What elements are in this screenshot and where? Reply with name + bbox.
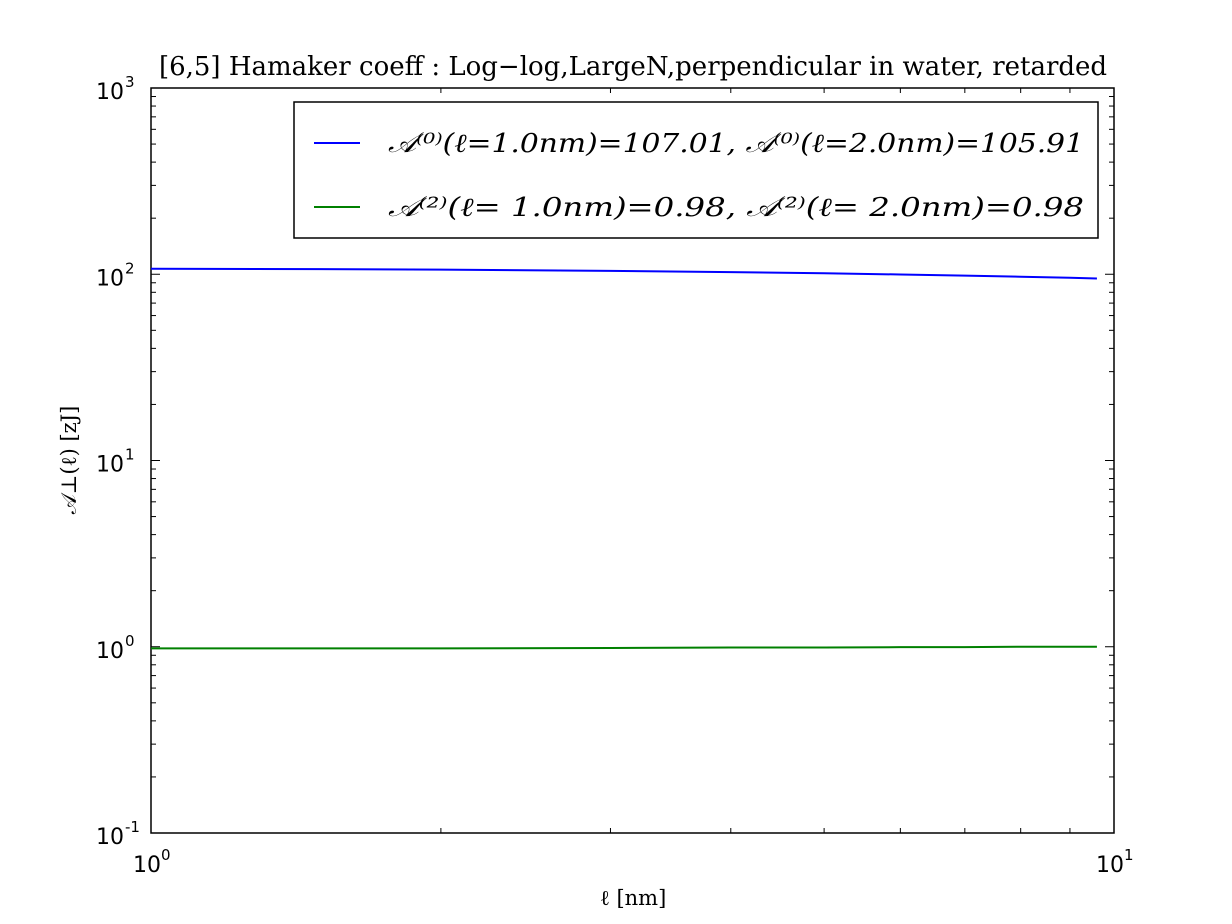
y-tick-label-exp: 1	[125, 446, 135, 464]
legend-label-1: 𝒜⁽²⁾(ℓ= 1.0nm)=0.98, 𝒜⁽²⁾(ℓ= 2.0nm)=0.98	[388, 193, 1084, 223]
y-tick-label: 10 3	[96, 73, 135, 105]
y-tick-label: 10 0	[96, 632, 135, 664]
y-axis-label: 𝒜⊥(ℓ) [zJ]	[57, 406, 81, 515]
y-tick-label-exp: 0	[125, 632, 135, 650]
y-tick-label-exp: -1	[125, 818, 140, 836]
legend-label-0: 𝒜⁽⁰⁾(ℓ=1.0nm)=107.01, 𝒜⁽⁰⁾(ℓ=2.0nm)=105.…	[388, 129, 1084, 159]
series-line-1	[151, 645, 1097, 650]
x-tick-label-exp: 1	[1124, 846, 1134, 864]
y-tick-label-base: 10	[96, 639, 124, 664]
x-tick-label: 10 1	[1096, 846, 1134, 878]
x-axis-label: ℓ [nm]	[600, 886, 667, 910]
series-layer	[150, 267, 1097, 650]
x-tick-label-base: 10	[133, 853, 161, 878]
legend-box	[293, 101, 1099, 239]
x-tick-label-exp: 0	[161, 846, 171, 864]
series-line-0	[150, 267, 1097, 280]
y-tick-label-exp: 3	[125, 73, 135, 91]
y-tick-label-base: 10	[96, 266, 124, 291]
chart-title: [6,5] Hamaker coeff : Log−log,LargeN,per…	[159, 52, 1107, 82]
y-tick-label: 10 2	[96, 259, 135, 291]
y-tick-label-base: 10	[96, 453, 124, 478]
y-tick-label-exp: 2	[125, 259, 135, 277]
y-tick-label: 10 1	[96, 446, 135, 478]
legend: 𝒜⁽⁰⁾(ℓ=1.0nm)=107.01, 𝒜⁽⁰⁾(ℓ=2.0nm)=105.…	[293, 101, 1099, 239]
x-axis: 10 0 10 1	[133, 88, 1134, 878]
x-tick-label-base: 10	[1096, 853, 1124, 878]
y-tick-label: 10 -1	[96, 818, 140, 850]
y-tick-label-base: 10	[96, 80, 124, 105]
y-tick-label-base: 10	[96, 825, 124, 850]
x-tick-label: 10 0	[133, 846, 171, 878]
